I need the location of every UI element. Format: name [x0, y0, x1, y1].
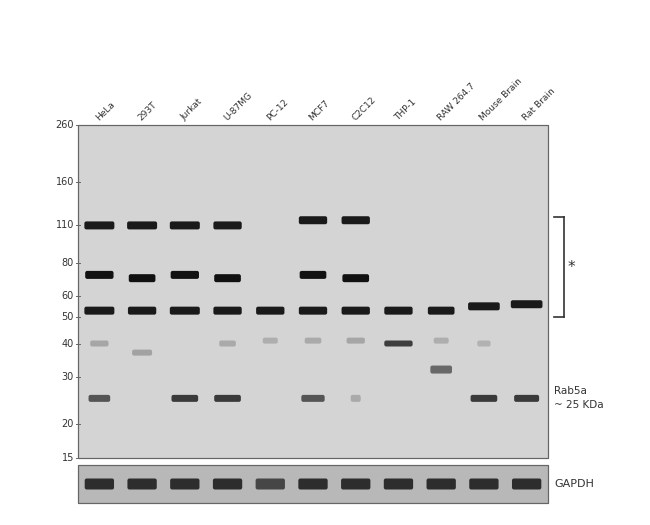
FancyBboxPatch shape — [255, 478, 285, 489]
Text: Rab5a
~ 25 KDa: Rab5a ~ 25 KDa — [554, 386, 604, 411]
FancyBboxPatch shape — [512, 478, 541, 489]
Bar — [78, 465, 548, 503]
Text: Mouse Brain: Mouse Brain — [478, 76, 525, 122]
FancyBboxPatch shape — [299, 307, 327, 314]
Text: U-87MG: U-87MG — [222, 90, 254, 122]
Text: 40: 40 — [62, 339, 74, 349]
Text: GAPDH: GAPDH — [554, 479, 594, 489]
FancyBboxPatch shape — [343, 274, 369, 282]
Text: 110: 110 — [56, 220, 74, 230]
FancyBboxPatch shape — [341, 307, 370, 314]
FancyBboxPatch shape — [384, 478, 413, 489]
FancyBboxPatch shape — [214, 395, 241, 402]
Text: RAW 264.7: RAW 264.7 — [436, 81, 476, 122]
Text: PC-12: PC-12 — [265, 97, 290, 122]
FancyBboxPatch shape — [471, 395, 497, 402]
Text: 50: 50 — [62, 312, 74, 322]
FancyBboxPatch shape — [132, 350, 152, 355]
FancyBboxPatch shape — [213, 478, 242, 489]
Text: MCF7: MCF7 — [307, 98, 332, 122]
FancyBboxPatch shape — [302, 395, 324, 402]
FancyBboxPatch shape — [214, 274, 241, 282]
FancyBboxPatch shape — [84, 222, 114, 229]
FancyBboxPatch shape — [213, 222, 242, 229]
FancyBboxPatch shape — [426, 478, 456, 489]
FancyBboxPatch shape — [263, 338, 278, 344]
FancyBboxPatch shape — [256, 307, 285, 314]
FancyBboxPatch shape — [127, 222, 157, 229]
Text: 60: 60 — [62, 291, 74, 301]
Text: 15: 15 — [62, 453, 74, 463]
Text: *: * — [568, 260, 576, 275]
FancyBboxPatch shape — [219, 341, 236, 346]
FancyBboxPatch shape — [305, 338, 321, 344]
Text: HeLa: HeLa — [94, 99, 116, 122]
FancyBboxPatch shape — [85, 271, 114, 279]
FancyBboxPatch shape — [434, 338, 448, 344]
FancyBboxPatch shape — [88, 395, 110, 402]
FancyBboxPatch shape — [299, 216, 327, 224]
FancyBboxPatch shape — [298, 478, 328, 489]
FancyBboxPatch shape — [170, 307, 200, 314]
FancyBboxPatch shape — [384, 307, 413, 314]
Text: Jurkat: Jurkat — [179, 97, 205, 122]
FancyBboxPatch shape — [172, 395, 198, 402]
FancyBboxPatch shape — [341, 216, 370, 224]
FancyBboxPatch shape — [84, 478, 114, 489]
FancyBboxPatch shape — [428, 307, 454, 314]
Text: 160: 160 — [56, 177, 74, 187]
Bar — [78, 465, 548, 503]
FancyBboxPatch shape — [468, 302, 500, 310]
FancyBboxPatch shape — [300, 271, 326, 279]
Bar — [78, 125, 548, 458]
FancyBboxPatch shape — [384, 341, 413, 346]
FancyBboxPatch shape — [170, 478, 200, 489]
FancyBboxPatch shape — [84, 307, 114, 314]
Text: 20: 20 — [62, 419, 74, 429]
FancyBboxPatch shape — [514, 395, 539, 402]
FancyBboxPatch shape — [213, 307, 242, 314]
Text: 30: 30 — [62, 372, 74, 382]
Text: 293T: 293T — [136, 100, 159, 122]
FancyBboxPatch shape — [346, 338, 365, 344]
FancyBboxPatch shape — [170, 222, 200, 229]
FancyBboxPatch shape — [477, 341, 491, 346]
Text: Rat Brain: Rat Brain — [521, 86, 557, 122]
FancyBboxPatch shape — [469, 478, 499, 489]
FancyBboxPatch shape — [351, 395, 361, 402]
Bar — [78, 125, 548, 458]
FancyBboxPatch shape — [127, 478, 157, 489]
Text: C2C12: C2C12 — [350, 95, 378, 122]
FancyBboxPatch shape — [171, 271, 199, 279]
FancyBboxPatch shape — [430, 365, 452, 374]
Text: 80: 80 — [62, 258, 74, 268]
FancyBboxPatch shape — [129, 274, 155, 282]
FancyBboxPatch shape — [511, 300, 543, 308]
FancyBboxPatch shape — [90, 341, 109, 346]
FancyBboxPatch shape — [128, 307, 156, 314]
Text: 260: 260 — [55, 120, 74, 130]
Text: THP-1: THP-1 — [393, 97, 418, 122]
FancyBboxPatch shape — [341, 478, 370, 489]
